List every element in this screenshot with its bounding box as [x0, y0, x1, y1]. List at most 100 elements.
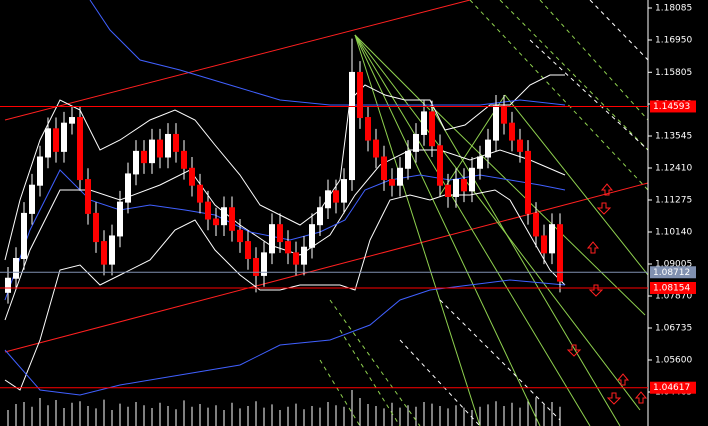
- candle-body: [501, 105, 507, 124]
- candle-body: [117, 201, 123, 237]
- level-label: 1.08154: [653, 283, 690, 293]
- candle-body: [293, 252, 299, 265]
- level-box: [650, 381, 696, 394]
- candle-body: [349, 71, 355, 181]
- candles: [5, 38, 563, 304]
- candle-body: [125, 173, 131, 203]
- fan-lines: [354, 34, 649, 426]
- candle-body: [317, 207, 323, 226]
- candle-body: [517, 139, 523, 152]
- y-tick-label: 1.11275: [655, 196, 692, 206]
- candle-body: [141, 150, 147, 164]
- candle-body: [469, 167, 475, 192]
- candle-body: [533, 212, 539, 237]
- candle-body: [269, 224, 275, 254]
- level-label: 1.04617: [653, 383, 690, 393]
- band-lower: [4, 189, 566, 391]
- candle-body: [29, 184, 35, 214]
- candle-body: [253, 258, 259, 276]
- candle-body: [237, 229, 243, 243]
- y-tick-label: 1.12410: [655, 164, 692, 174]
- candle-body: [373, 139, 379, 158]
- candle-body: [509, 122, 515, 141]
- y-tick-label: 1.09005: [655, 260, 692, 270]
- band-upper: [4, 74, 565, 261]
- candle-body: [5, 277, 11, 293]
- candle-body: [21, 212, 27, 260]
- ma-mid: [89, 0, 566, 106]
- candle-body: [557, 224, 563, 282]
- candle-body: [413, 133, 419, 152]
- overlays: [4, 0, 649, 426]
- candle-body: [277, 224, 283, 243]
- candle-body: [525, 150, 531, 214]
- candle-body: [157, 139, 163, 158]
- ma-slow: [4, 279, 566, 396]
- candle-body: [365, 117, 371, 141]
- candle-body: [109, 235, 115, 265]
- candle-body: [429, 111, 435, 147]
- fan-dashed: [319, 0, 649, 426]
- level-label: 1.14593: [653, 102, 690, 112]
- candle-body: [77, 117, 83, 181]
- candle-body: [461, 179, 467, 192]
- channel-upper: [4, 0, 471, 121]
- candle-body: [477, 156, 483, 169]
- candle-body: [445, 184, 451, 197]
- candle-body: [173, 133, 179, 152]
- candle-body: [189, 167, 195, 186]
- candle-body: [485, 139, 491, 158]
- y-tick-label: 1.06735: [655, 324, 692, 334]
- channel-lower: [4, 182, 649, 353]
- candle-body: [541, 235, 547, 254]
- candle-body: [333, 190, 339, 203]
- candle-body: [61, 122, 67, 152]
- candle-body: [197, 184, 203, 203]
- dashed-white: [399, 0, 649, 426]
- candle-body: [221, 207, 227, 226]
- y-tick-label: 1.18085: [655, 4, 692, 14]
- candle-body: [341, 179, 347, 203]
- candle-body: [389, 179, 395, 186]
- candle-body: [309, 224, 315, 248]
- level-box: [650, 266, 696, 279]
- candle-body: [149, 139, 155, 164]
- candle-body: [397, 167, 403, 186]
- y-tick-label: 1.16950: [655, 36, 692, 46]
- candle-body: [69, 117, 75, 124]
- candle-body: [245, 241, 251, 260]
- candle-body: [165, 133, 171, 158]
- candle-body: [13, 258, 19, 279]
- candle-body: [45, 128, 51, 158]
- candle-body: [325, 190, 331, 209]
- level-box: [650, 100, 696, 113]
- y-tick-label: 1.05600: [655, 355, 692, 365]
- y-tick-label: 1.13545: [655, 132, 692, 142]
- candle-body: [285, 241, 291, 254]
- candle-body: [357, 71, 363, 119]
- volume: [7, 390, 561, 426]
- y-tick-label: 1.15805: [655, 68, 692, 78]
- candle-body: [85, 179, 91, 214]
- candle-body: [37, 156, 43, 186]
- candle-body: [205, 201, 211, 220]
- y-tick-label: 1.10140: [655, 228, 692, 238]
- level-label: 1.08712: [653, 268, 690, 278]
- candle-body: [493, 105, 499, 141]
- signal-arrows: [566, 183, 648, 405]
- candle-body: [93, 212, 99, 243]
- candle-body: [101, 241, 107, 265]
- candle-body: [381, 156, 387, 181]
- level-box: [650, 281, 696, 294]
- candle-body: [181, 150, 187, 169]
- candle-body: [53, 128, 59, 152]
- candle-body: [133, 150, 139, 175]
- candle-body: [213, 218, 219, 226]
- candle-body: [437, 145, 443, 186]
- candle-body: [405, 150, 411, 169]
- candle-body: [261, 252, 267, 276]
- y-tick-label: 1.07870: [655, 292, 692, 302]
